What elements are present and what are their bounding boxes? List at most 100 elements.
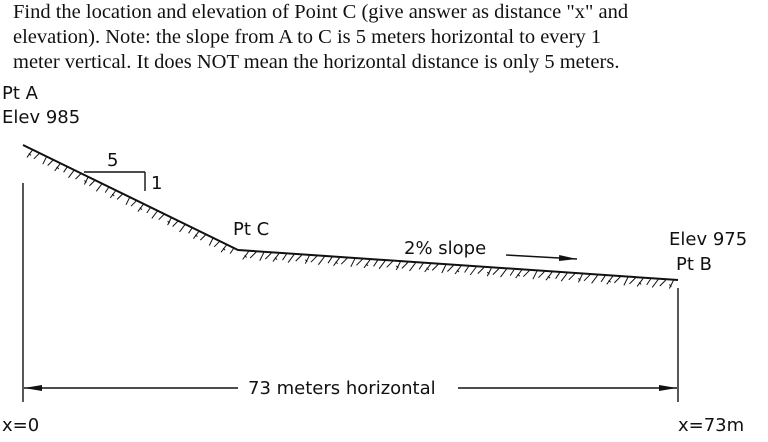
hatch-stroke [188,227,193,234]
hatch-stroke [63,166,69,173]
slope-run-label: 5 [107,150,118,171]
problem-line-1: Find the location and elevation of Point… [13,1,629,23]
hatch-stroke [356,258,363,266]
hatch-stroke [54,162,62,172]
hatch-stroke [583,274,591,282]
hatch-dot [395,265,399,269]
point-c-label: Pt C [233,219,269,240]
hatch-stroke [146,206,152,214]
hatch-stroke [104,186,110,193]
hatch-stroke [350,258,356,268]
hatch-stroke [272,253,280,262]
hatch-stroke [282,253,287,261]
hatch-dot [669,284,672,287]
hatch-stroke [401,262,409,269]
hatch-stroke [668,280,674,289]
hatch-stroke [606,275,614,285]
hatch-dot [517,273,521,277]
hatch-stroke [600,275,606,283]
hatch-stroke [447,265,454,272]
hatch-dot [84,180,87,183]
hatch-stroke [629,277,636,285]
hatch-stroke [555,272,561,279]
hatch-stroke [151,210,159,219]
hatch-stroke [42,155,48,165]
hatch-stroke [560,272,568,282]
slope-percent-label: 2% slope [404,238,486,259]
hatch-stroke [208,237,214,246]
hatch-stroke [295,254,303,262]
hatch-stroke [515,269,523,279]
hatch-stroke [431,264,439,271]
hatch-stroke [26,149,34,158]
hatch-stroke [220,243,228,253]
problem-statement: Find the location and elevation of Point… [13,0,765,75]
hatch-stroke [89,179,96,187]
hatch-stroke [95,183,103,192]
hatch-stroke [477,267,485,274]
hatch-stroke [83,176,89,185]
hatch-dot [365,263,369,267]
hatch-dot [304,259,308,263]
hatch-dot [456,269,460,273]
hatch-dot [139,207,143,210]
hatch-dot [28,153,32,156]
hatch-stroke [310,255,318,263]
ground-hatching [26,149,674,289]
hatch-dot [426,267,430,271]
hatch-stroke [651,279,659,288]
hatch-dot [167,220,170,224]
hatch-stroke [418,263,424,270]
hatch-stroke [424,263,432,273]
hatch-dot [244,255,247,258]
slope-direction-arrow [505,254,578,261]
hatch-stroke [623,277,629,286]
point-a-label: Pt A [2,83,39,104]
hatch-stroke [33,152,41,160]
hatch-stroke [116,193,124,200]
hatch-stroke [545,271,553,281]
hatch-stroke [287,254,295,263]
problem-line-2: elevation). Note: the slope from A to C … [13,26,602,48]
hatch-stroke [378,260,386,270]
hatch-stroke [409,262,416,272]
hatch-stroke [646,278,652,286]
hatch-stroke [340,257,348,265]
hatch-stroke [179,223,186,233]
hatch-dot [56,166,60,170]
hatch-dot [335,261,338,265]
hatch-stroke [158,213,166,221]
hatch-stroke [568,273,576,281]
point-b-label: Pt B [676,254,712,275]
x-end-label: x=73m [678,415,744,436]
hatch-stroke [509,269,515,276]
hatch-dot [195,234,198,238]
hatch-dot [222,247,226,251]
hatch-stroke [469,266,477,276]
hatch-dot [638,282,642,285]
hatch-stroke [613,276,621,284]
hatch-stroke [264,252,272,260]
hatch-stroke [659,279,667,287]
hatch-stroke [522,270,530,278]
hatch-dot [578,277,581,281]
ground-profile-line [22,144,679,281]
slope-rise-label: 1 [151,173,162,194]
hatch-stroke [229,247,235,254]
hatch-stroke [577,274,583,283]
hatch-stroke [486,267,492,277]
hatch-stroke [213,240,221,248]
hatch-stroke [167,216,173,226]
hatch-stroke [192,230,200,239]
hatch-stroke [333,257,341,267]
hatch-stroke [532,270,538,280]
dimension-label: 73 meters horizontal [248,378,436,399]
hatch-stroke [304,255,310,264]
hatch-stroke [109,189,117,199]
hatch-stroke [363,259,371,269]
hatch-stroke [500,268,507,278]
hatch-stroke [249,251,257,259]
hatch-stroke [373,260,379,267]
hatch-stroke [75,172,82,180]
